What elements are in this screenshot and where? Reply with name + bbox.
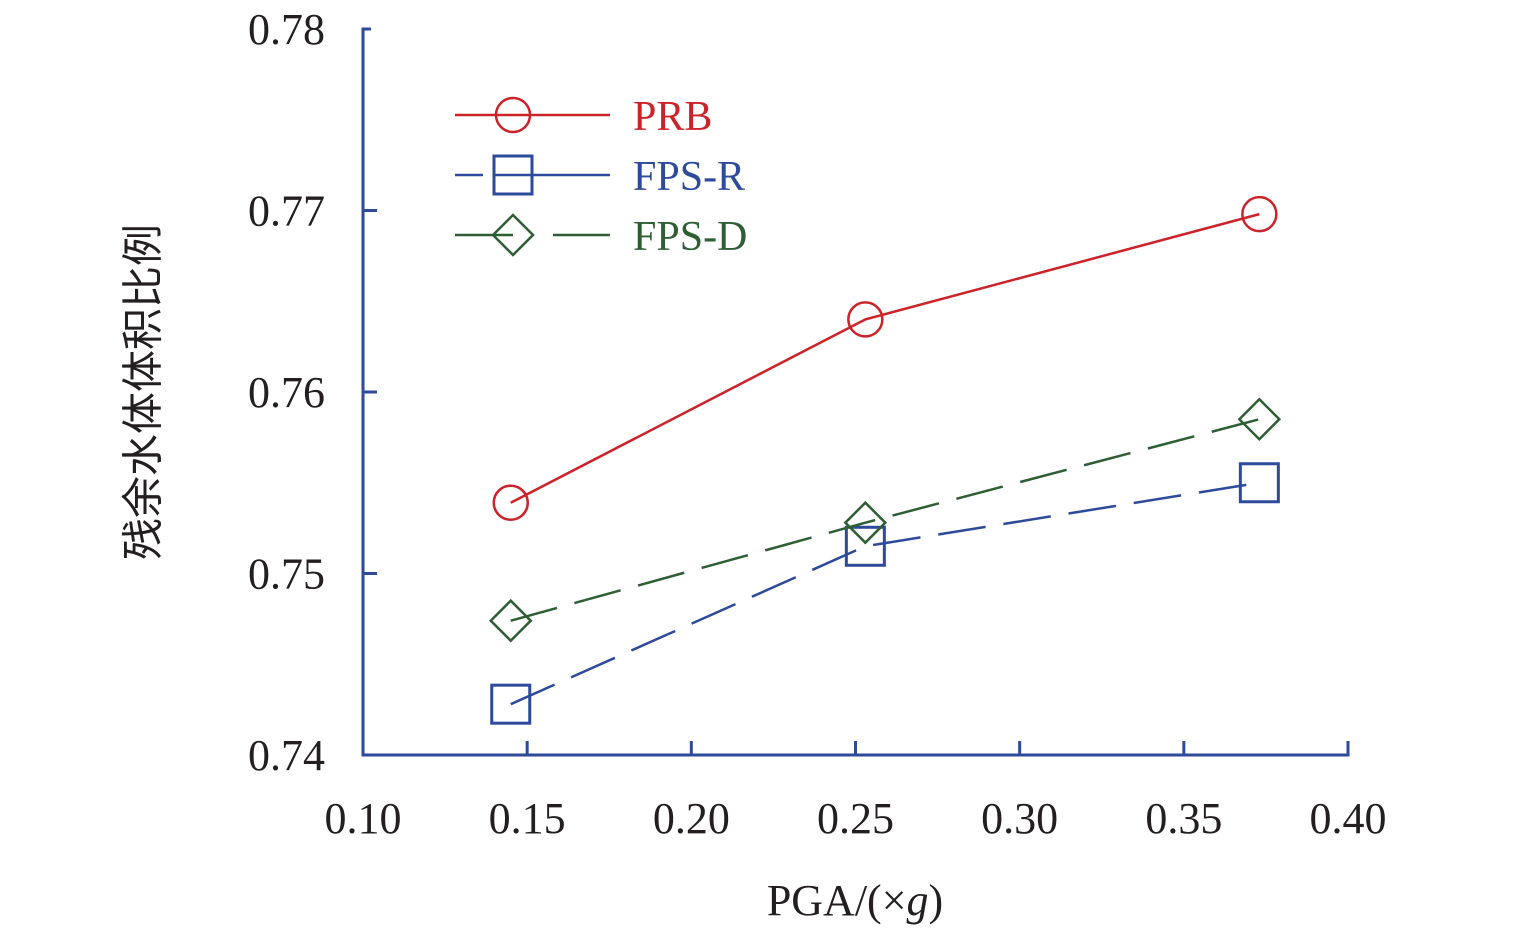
series-line xyxy=(510,212,1260,504)
data-point xyxy=(490,683,532,725)
series-group xyxy=(488,195,1282,725)
x-tick-label: 0.35 xyxy=(1145,794,1222,843)
data-point xyxy=(1238,462,1280,504)
data-point xyxy=(488,598,533,643)
legend: PRB FPS-R FPS-D xyxy=(455,94,747,260)
legend-label: FPS-D xyxy=(633,214,747,260)
y-tick-label: 0.74 xyxy=(248,731,325,780)
legend-marker xyxy=(492,154,534,196)
data-point xyxy=(847,301,884,338)
legend-item-fps-d: FPS-D xyxy=(455,213,747,260)
legend-marker xyxy=(491,213,535,257)
y-axis-title: 残余水体体积比例 xyxy=(118,223,168,561)
x-ticks: 0.10 0.15 0.20 0.25 0.30 0.35 0.40 xyxy=(325,741,1387,843)
y-tick-label: 0.75 xyxy=(248,550,325,599)
data-point xyxy=(843,500,888,545)
data-point xyxy=(844,525,886,567)
legend-label: FPS-R xyxy=(633,154,745,200)
y-tick-label: 0.76 xyxy=(248,368,325,417)
series-fps-r xyxy=(490,462,1280,725)
y-tick-label: 0.77 xyxy=(248,187,325,236)
x-tick-label: 0.10 xyxy=(325,794,402,843)
series-prb xyxy=(492,195,1278,521)
x-tick-label: 0.15 xyxy=(489,794,566,843)
x-tick-label: 0.20 xyxy=(653,794,730,843)
data-point xyxy=(1237,397,1282,441)
data-point xyxy=(492,484,529,521)
axis-frame xyxy=(361,27,1350,757)
x-tick-label: 0.30 xyxy=(981,794,1058,843)
legend-marker xyxy=(494,96,532,134)
legend-item-prb: PRB xyxy=(455,94,712,140)
series-fps-d xyxy=(488,397,1282,643)
y-ticks: 0.74 0.75 0.76 0.77 0.78 xyxy=(248,5,377,780)
x-tick-label: 0.40 xyxy=(1310,794,1387,843)
axes xyxy=(361,27,1350,757)
y-tick-label: 0.78 xyxy=(248,5,325,54)
x-tick-label: 0.25 xyxy=(817,794,894,843)
x-axis-title: PGA/(×g) xyxy=(767,876,943,925)
series-line xyxy=(510,481,1260,706)
series-line xyxy=(510,418,1260,622)
legend-item-fps-r: FPS-R xyxy=(455,154,745,200)
data-point xyxy=(1241,195,1278,233)
legend-label: PRB xyxy=(633,94,712,140)
